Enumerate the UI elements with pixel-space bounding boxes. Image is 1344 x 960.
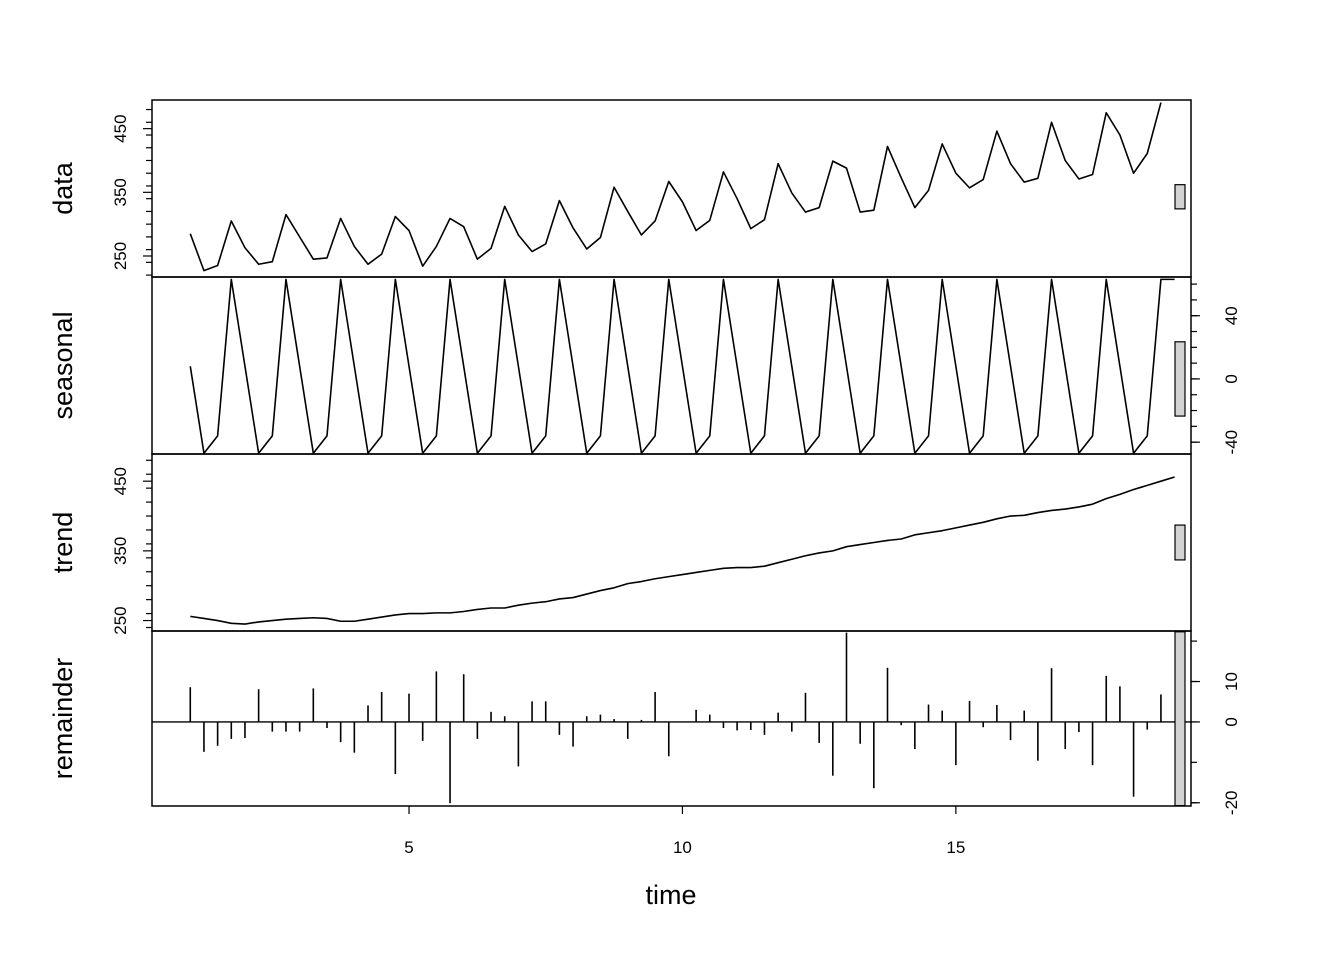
panel-frame-remainder xyxy=(151,630,1192,807)
range-bar-trend xyxy=(1174,524,1186,561)
x-axis-title: time xyxy=(645,880,696,910)
y-tick-label-remainder: 10 xyxy=(1222,672,1241,691)
y-tick-label-seasonal: 0 xyxy=(1222,374,1241,383)
range-bar-seasonal xyxy=(1174,341,1186,417)
panel-remainder: -20 0 10 remainder xyxy=(48,630,1241,815)
y-tick-label-trend: 450 xyxy=(111,467,130,495)
panel-title-trend: trend xyxy=(48,512,78,574)
y-tick-label-data: 450 xyxy=(111,114,130,142)
y-tick-label-remainder: 0 xyxy=(1222,717,1241,726)
y-tick-label-data: 250 xyxy=(111,242,130,270)
panel-trend: 250 350 450 trend xyxy=(48,453,1192,635)
y-tick-label-seasonal: 40 xyxy=(1222,306,1241,325)
series-line-trend xyxy=(190,476,1175,625)
x-axis: 5 10 15 xyxy=(404,806,965,857)
x-tick-label: 15 xyxy=(946,838,965,857)
y-tick-label-trend: 250 xyxy=(111,606,130,634)
panel-frame-seasonal xyxy=(151,276,1192,455)
y-tick-label-remainder: -20 xyxy=(1222,790,1241,815)
panel-frame-trend xyxy=(151,453,1192,632)
range-bar-remainder xyxy=(1174,631,1186,807)
panel-title-data: data xyxy=(48,161,78,215)
y-tick-label-trend: 350 xyxy=(111,537,130,565)
panel-data: 250 350 450 data xyxy=(48,99,1192,278)
x-tick-label: 10 xyxy=(673,838,692,857)
y-tick-label-data: 350 xyxy=(111,178,130,206)
series-line-data xyxy=(189,102,1162,272)
y-tick-label-seasonal: -40 xyxy=(1222,430,1241,455)
panels-group: 250 350 450 data -40 0 40 seasonal 250 350 450 tren… xyxy=(48,99,1241,815)
x-tick-label: 5 xyxy=(404,838,413,857)
panel-title-remainder: remainder xyxy=(48,658,78,780)
panel-title-seasonal: seasonal xyxy=(48,311,78,419)
range-bar-data xyxy=(1174,184,1186,210)
panel-seasonal: -40 0 40 seasonal xyxy=(48,276,1241,455)
series-line-seasonal xyxy=(189,278,1175,455)
